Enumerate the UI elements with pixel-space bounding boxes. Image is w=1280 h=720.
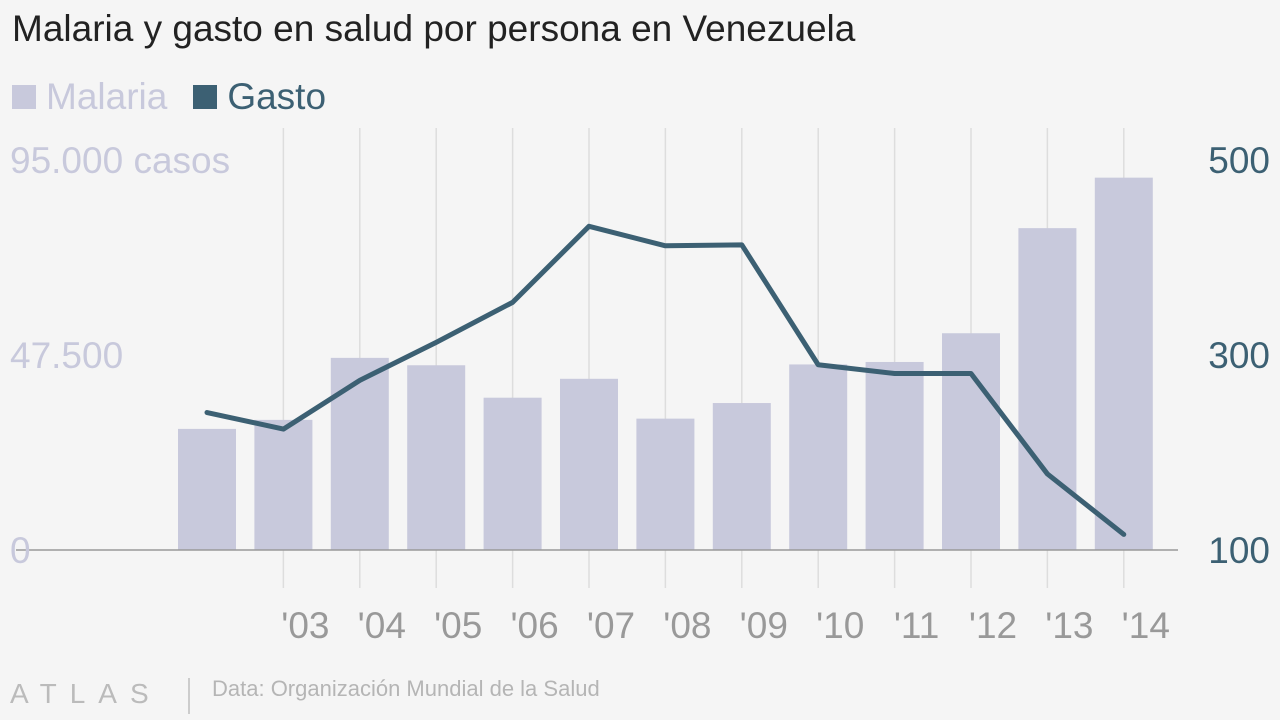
x-tick-label: '05 <box>434 605 482 646</box>
bar-malaria <box>483 397 542 550</box>
legend-swatch-malaria <box>12 85 36 109</box>
bar-malaria <box>636 418 695 550</box>
y-right-tick-label: 500 <box>1208 140 1270 181</box>
footer: ATLAS Data: Organización Mundial de la S… <box>0 668 1280 720</box>
bar-malaria <box>789 364 848 550</box>
bar-malaria <box>865 361 924 550</box>
x-tick-label: '08 <box>663 605 711 646</box>
y-left-tick-label: 0 <box>10 530 31 571</box>
y-left-tick-label: 47.500 <box>10 335 123 376</box>
bar-malaria <box>1094 177 1153 550</box>
chart-area: 0 47.500 95.000 casos 100 300 500 '03 '04 '05 '06… <box>10 128 1270 646</box>
x-tick-label: '06 <box>510 605 558 646</box>
x-tick-label: '04 <box>358 605 406 646</box>
bar-malaria <box>560 378 618 550</box>
legend-item-gasto: Gasto <box>193 76 326 118</box>
bar-malaria <box>1018 228 1077 550</box>
bar-malaria <box>254 419 313 550</box>
x-tick-label: '03 <box>281 605 329 646</box>
x-tick-label: '11 <box>894 605 939 646</box>
chart-legend: Malaria Gasto <box>12 76 352 118</box>
bar-malaria <box>712 403 771 550</box>
footer-divider <box>188 678 190 714</box>
bar-malaria <box>407 365 466 550</box>
y-right-tick-label: 100 <box>1208 530 1270 571</box>
chart-title: Malaria y gasto en salud por persona en … <box>12 8 856 49</box>
x-tick-label: '13 <box>1045 605 1093 646</box>
bar-malaria <box>178 428 236 550</box>
source-note: Data: Organización Mundial de la Salud <box>212 676 600 701</box>
legend-swatch-gasto <box>193 85 218 109</box>
legend-label-gasto: Gasto <box>227 76 327 117</box>
x-tick-label: '14 <box>1122 605 1170 646</box>
legend-label-malaria: Malaria <box>46 76 168 117</box>
bar-malaria <box>330 357 389 550</box>
y-right-tick-label: 300 <box>1208 335 1270 376</box>
legend-item-malaria: Malaria <box>12 76 167 118</box>
atlas-logo: ATLAS <box>10 678 162 709</box>
line-gasto <box>204 223 1127 537</box>
bar-malaria <box>942 333 1000 550</box>
x-tick-label: '10 <box>816 605 864 646</box>
x-tick-label: '09 <box>740 605 788 646</box>
x-tick-label: '12 <box>969 605 1017 646</box>
y-left-tick-label: 95.000 casos <box>10 140 230 181</box>
x-tick-label: '07 <box>587 605 635 646</box>
